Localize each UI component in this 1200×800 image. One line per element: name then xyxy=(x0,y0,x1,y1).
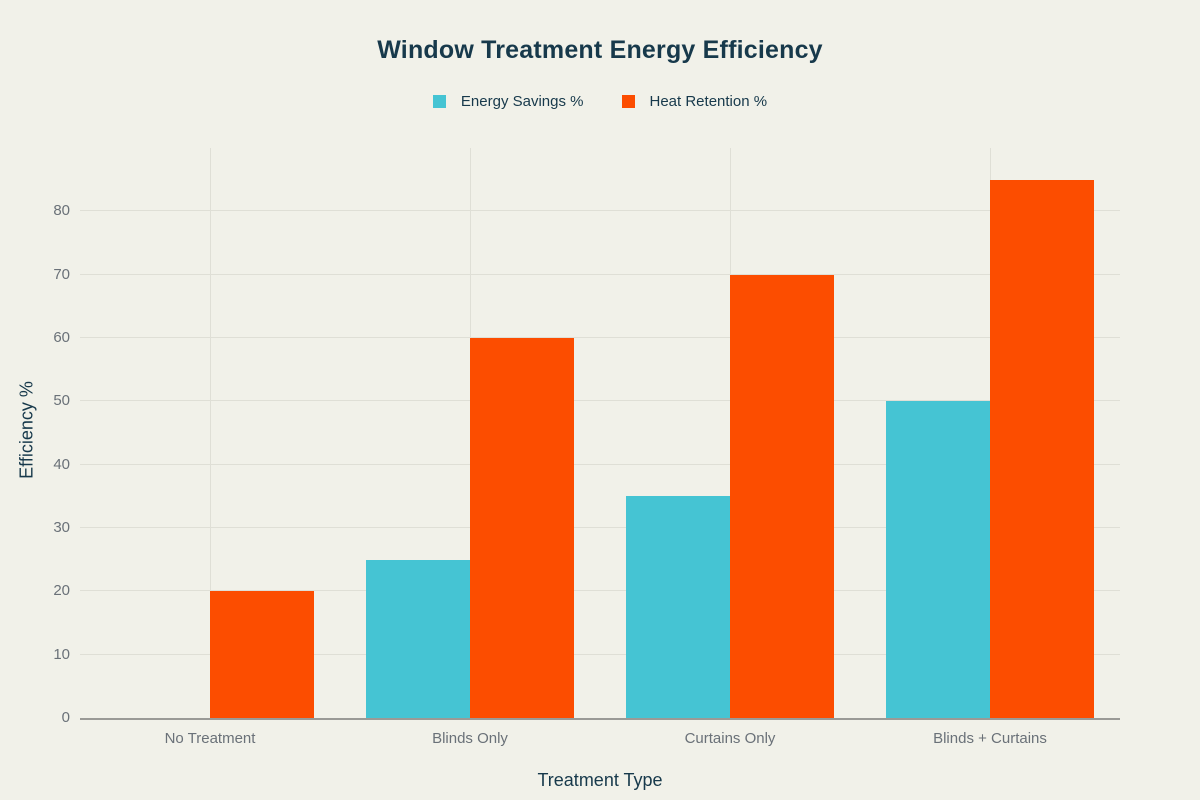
gridline-horizontal xyxy=(80,463,1120,465)
legend-item-energy-savings[interactable]: Energy Savings % xyxy=(432,93,584,110)
x-tick-label: Curtains Only xyxy=(684,730,776,747)
x-tick-label: Blinds + Curtains xyxy=(933,730,1047,747)
bar-blinds-curtains-heat-retention[interactable] xyxy=(990,179,1094,718)
bar-blinds-only-energy-savings[interactable] xyxy=(366,559,470,718)
gridline-vertical xyxy=(210,148,211,718)
gridline-horizontal xyxy=(80,527,1120,528)
gridline-horizontal xyxy=(80,337,1120,338)
chart-title: Window Treatment Energy Efficiency xyxy=(377,36,823,64)
gridline-horizontal xyxy=(80,590,1120,592)
legend-label: Heat Retention % xyxy=(649,93,768,110)
bar-curtains-only-energy-savings[interactable] xyxy=(626,496,730,718)
gridline-horizontal xyxy=(80,273,1120,275)
y-tick-label: 70 xyxy=(53,265,70,283)
bar-blinds-only-heat-retention[interactable] xyxy=(470,338,574,718)
y-tick-label: 80 xyxy=(53,202,70,220)
y-tick-label: 10 xyxy=(53,645,70,663)
gridline-horizontal xyxy=(80,210,1120,212)
y-tick-label: 0 xyxy=(61,709,70,726)
plot-area xyxy=(80,148,1120,720)
gridline-horizontal xyxy=(80,400,1120,402)
bar-no-treatment-heat-retention[interactable] xyxy=(210,591,314,718)
y-tick-label: 50 xyxy=(53,392,70,410)
gridline-horizontal xyxy=(80,653,1120,655)
legend-swatch-icon xyxy=(432,95,446,108)
y-tick-label: 40 xyxy=(53,455,70,473)
x-axis-title: Treatment Type xyxy=(537,770,663,790)
legend-label: Energy Savings % xyxy=(460,93,584,110)
bar-blinds-curtains-energy-savings[interactable] xyxy=(886,401,990,718)
x-tick-label: Blinds Only xyxy=(432,730,508,747)
y-tick-label: 30 xyxy=(53,519,70,536)
y-tick-label: 60 xyxy=(53,329,70,346)
y-axis-title-text: Efficiency % xyxy=(16,381,37,479)
x-tick-label: No Treatment xyxy=(164,730,256,747)
y-tick-label: 20 xyxy=(53,582,70,600)
legend-swatch-icon xyxy=(621,95,635,108)
legend-item-heat-retention[interactable]: Heat Retention % xyxy=(621,93,768,110)
legend: Energy Savings % Heat Retention % xyxy=(0,93,1200,110)
bar-curtains-only-heat-retention[interactable] xyxy=(730,274,834,718)
